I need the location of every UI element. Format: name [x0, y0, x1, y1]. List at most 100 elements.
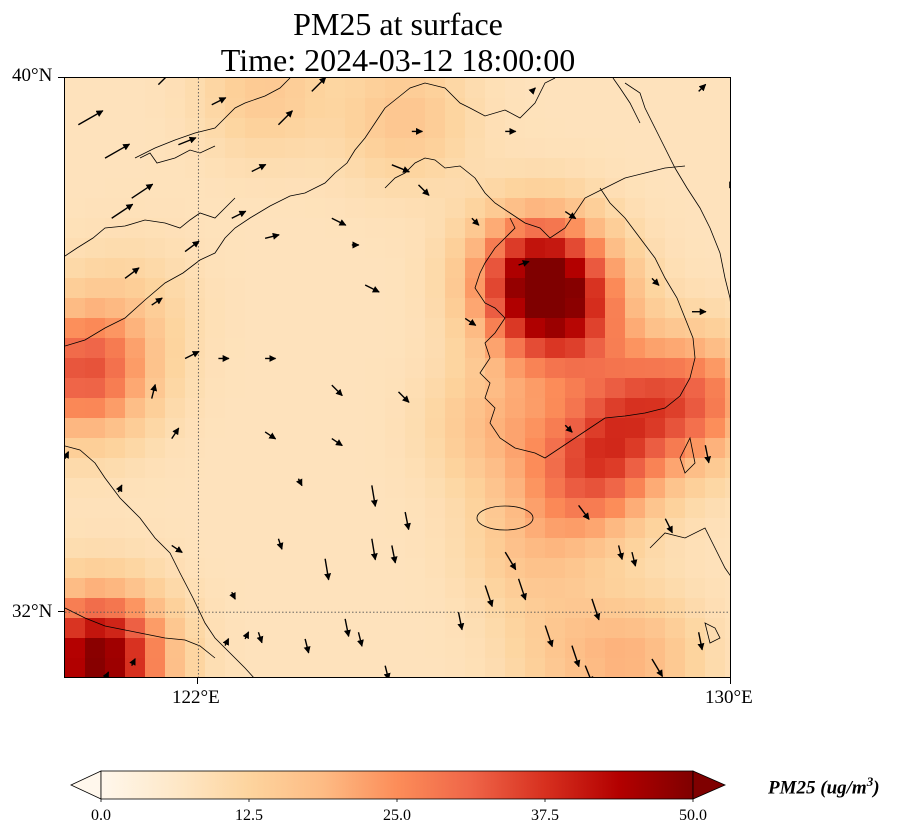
- pm25-cell: [725, 318, 730, 339]
- pm25-cell: [565, 618, 586, 639]
- pm25-cell: [645, 498, 666, 519]
- pm25-cell: [485, 518, 506, 539]
- pm25-cell: [625, 158, 646, 179]
- pm25-cell: [605, 658, 626, 677]
- pm25-cell: [645, 318, 666, 339]
- pm25-cell: [485, 638, 506, 659]
- pm25-cell: [205, 478, 226, 499]
- pm25-cell: [185, 198, 206, 219]
- lon-tick-122e: [197, 678, 198, 684]
- pm25-cell: [385, 298, 406, 319]
- wind-arrow: [264, 232, 280, 240]
- pm25-cell: [85, 178, 106, 199]
- pm25-cell: [225, 378, 246, 399]
- pm25-cell: [205, 638, 226, 659]
- pm25-cell: [665, 118, 686, 139]
- pm25-cell: [285, 278, 306, 299]
- pm25-cell: [565, 278, 586, 299]
- pm25-cell: [325, 458, 346, 479]
- wind-arrow: [418, 184, 430, 196]
- pm25-cell: [645, 658, 666, 677]
- pm25-cell: [625, 378, 646, 399]
- pm25-cell: [145, 218, 166, 239]
- pm25-cell: [85, 158, 106, 179]
- pm25-cell: [85, 198, 106, 219]
- pm25-cell: [725, 178, 730, 199]
- pm25-cell: [205, 558, 226, 579]
- pm25-cell: [665, 258, 686, 279]
- pm25-cell: [125, 158, 146, 179]
- pm25-cell: [705, 598, 726, 619]
- pm25-cell: [685, 338, 706, 359]
- coast-korea-east-2: [612, 78, 641, 124]
- pm25-cell: [305, 458, 326, 479]
- pm25-cell: [605, 618, 626, 639]
- pm25-cell: [525, 178, 546, 199]
- pm25-cell: [105, 458, 126, 479]
- pm25-cell: [685, 518, 706, 539]
- pm25-cell: [365, 138, 386, 159]
- pm25-cell: [725, 338, 730, 359]
- pm25-cell: [245, 618, 266, 639]
- pm25-cell: [185, 218, 206, 239]
- pm25-cell: [605, 518, 626, 539]
- pm25-cell: [105, 398, 126, 419]
- pm25-cell: [405, 198, 426, 219]
- pm25-cell: [465, 618, 486, 639]
- pm25-cell: [105, 198, 126, 219]
- pm25-cell: [85, 118, 106, 139]
- pm25-cell: [705, 258, 726, 279]
- pm25-cell: [645, 138, 666, 159]
- pm25-cell: [405, 538, 426, 559]
- pm25-cell: [285, 558, 306, 579]
- pm25-cell: [625, 498, 646, 519]
- pm25-cell: [125, 98, 146, 119]
- pm25-cell: [125, 118, 146, 139]
- pm25-cell: [85, 438, 106, 459]
- pm25-cell: [65, 218, 86, 239]
- pm25-cell: [205, 138, 226, 159]
- wind-arrow: [104, 143, 131, 159]
- pm25-cell: [265, 498, 286, 519]
- pm25-cell: [605, 358, 626, 379]
- pm25-cell: [245, 638, 266, 659]
- pm25-cell: [625, 538, 646, 559]
- pm25-cell: [645, 198, 666, 219]
- pm25-cell: [505, 218, 526, 239]
- pm25-cell: [125, 138, 146, 159]
- pm25-cell: [165, 298, 186, 319]
- wind-arrow: [464, 317, 477, 326]
- pm25-cell: [225, 518, 246, 539]
- pm25-cell: [525, 158, 546, 179]
- pm25-cell: [665, 598, 686, 619]
- colorbar-graphic: [70, 770, 726, 802]
- pm25-cell: [65, 138, 86, 159]
- pm25-cell: [645, 558, 666, 579]
- pm25-cell: [125, 78, 146, 99]
- pm25-cell: [545, 598, 566, 619]
- pm25-cell: [465, 598, 486, 619]
- pm25-cell: [85, 498, 106, 519]
- pm25-cell: [445, 458, 466, 479]
- pm25-cell: [245, 78, 266, 99]
- pm25-cell: [85, 218, 106, 239]
- pm25-cell: [165, 158, 186, 179]
- pm25-cell: [225, 478, 246, 499]
- lon-label-122e: 122°E: [172, 687, 220, 708]
- pm25-cell: [285, 198, 306, 219]
- pm25-cell: [65, 198, 86, 219]
- pm25-cell: [545, 338, 566, 359]
- pm25-cell: [525, 578, 546, 599]
- pm25-cell: [565, 298, 586, 319]
- pm25-cell: [465, 98, 486, 119]
- pm25-cell: [425, 618, 446, 639]
- pm25-cell: [325, 578, 346, 599]
- lat-tick-40n: [58, 77, 64, 78]
- pm25-cell: [265, 518, 286, 539]
- pm25-cell: [705, 158, 726, 179]
- pm25-cell: [425, 198, 446, 219]
- pm25-cell: [165, 238, 186, 259]
- pm25-cell: [365, 458, 386, 479]
- pm25-cell: [105, 578, 126, 599]
- lat-tick-32n: [58, 611, 64, 612]
